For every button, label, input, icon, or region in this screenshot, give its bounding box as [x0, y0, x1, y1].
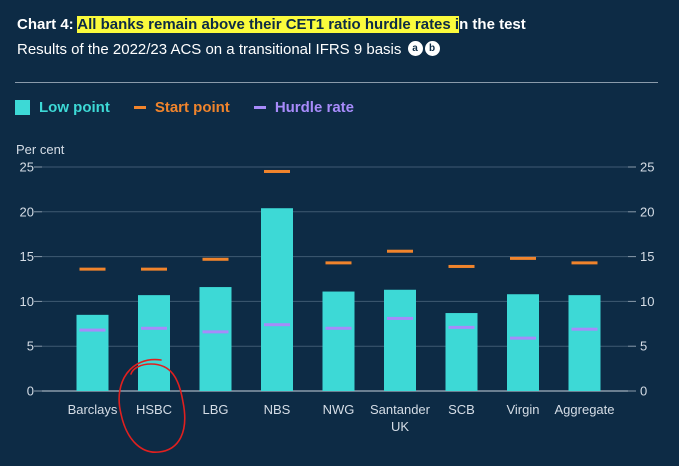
- marker-hurdle-rate: [448, 325, 475, 329]
- marker-hurdle-rate: [571, 327, 598, 331]
- y-tick-label-right: 5: [640, 339, 647, 354]
- y-tick-label-left: 0: [27, 384, 34, 399]
- x-tick-label-line: HSBC: [136, 402, 172, 417]
- bar-low-point: [76, 314, 109, 391]
- x-tick-label-line: UK: [391, 419, 409, 434]
- x-tick-label: Virgin: [506, 402, 539, 417]
- marker-start-point: [79, 267, 106, 271]
- y-tick-label-right: 15: [640, 249, 654, 264]
- title-divider: [15, 82, 658, 83]
- y-tick-label-right: 20: [640, 204, 654, 219]
- y-tick-label-right: 25: [640, 160, 654, 175]
- legend-label-hurdle-rate: Hurdle rate: [274, 98, 355, 116]
- x-tick-label: SCB: [448, 402, 475, 417]
- marker-hurdle-rate: [387, 316, 413, 320]
- chart-title: Chart 4: All banks remain above their CE…: [17, 16, 526, 33]
- legend-swatch-hurdle-rate: [253, 105, 266, 109]
- legend-label-low-point: Low point: [39, 98, 110, 116]
- legend-item-start-point: Start point: [133, 98, 230, 116]
- chart-title-suffix: n the test: [459, 16, 526, 33]
- y-tick-label-left: 15: [20, 249, 34, 264]
- y-axis-label: Per cent: [16, 142, 65, 157]
- y-tick-label-left: 25: [20, 160, 34, 175]
- x-tick-label: Aggregate: [555, 402, 615, 417]
- x-tick-label-line: NBS: [264, 402, 291, 417]
- y-tick-label-right: 0: [640, 384, 647, 399]
- marker-hurdle-rate: [202, 330, 229, 334]
- marker-start-point: [264, 169, 290, 173]
- marker-layer: [79, 169, 598, 340]
- x-tick-label-line: Virgin: [506, 402, 539, 417]
- bar-layer: [76, 208, 601, 391]
- x-tick-label-line: Santander: [370, 402, 431, 417]
- label-layer: 0 0 5 5 10 10 15 15 20 20 25 25 Barclays HSBC LBG NBS NW…: [20, 160, 655, 435]
- x-tick-label-line: Aggregate: [555, 402, 615, 417]
- bar-low-point: [568, 295, 601, 391]
- marker-start-point: [387, 249, 413, 253]
- x-tick-label: NWG: [323, 402, 355, 417]
- bar-low-point: [507, 294, 539, 391]
- marker-start-point: [325, 261, 352, 265]
- x-tick-label: Santander UK: [370, 402, 431, 434]
- chart-title-highlight: All banks remain above their CET1 ratio …: [77, 16, 460, 33]
- x-tick-label: NBS: [264, 402, 291, 417]
- chart-legend: Low point Start point Hurdle rate: [15, 96, 378, 118]
- marker-start-point: [510, 256, 536, 260]
- marker-start-point: [141, 267, 167, 271]
- x-tick-label-line: LBG: [202, 402, 228, 417]
- legend-label-start-point: Start point: [154, 98, 230, 116]
- bar-low-point: [384, 289, 416, 391]
- bar-low-point: [199, 287, 232, 391]
- x-tick-label-line: Barclays: [68, 402, 118, 417]
- legend-item-low-point: Low point: [15, 99, 110, 116]
- x-tick-label: HSBC: [136, 402, 172, 417]
- marker-start-point: [448, 264, 475, 268]
- bar-low-point: [322, 291, 355, 391]
- marker-start-point: [202, 257, 229, 261]
- bar-low-point: [445, 313, 478, 391]
- chart-subtitle-text: Results of the 2022/23 ACS on a transiti…: [17, 41, 402, 58]
- x-tick-label-line: NWG: [323, 402, 355, 417]
- x-tick-label: Barclays: [68, 402, 118, 417]
- marker-hurdle-rate: [141, 326, 167, 330]
- marker-hurdle-rate: [79, 328, 106, 332]
- legend-swatch-start-point: [133, 105, 146, 109]
- chart-subtitle: Results of the 2022/23 ACS on a transiti…: [17, 41, 440, 58]
- marker-hurdle-rate: [510, 336, 536, 340]
- footnote-b-badge[interactable]: b: [424, 41, 440, 56]
- y-tick-label-left: 5: [27, 339, 34, 354]
- x-tick-label: LBG: [202, 402, 228, 417]
- x-tick-label-line: SCB: [448, 402, 475, 417]
- marker-hurdle-rate: [325, 326, 352, 330]
- bar-low-point: [138, 295, 170, 391]
- y-tick-label-left: 10: [20, 294, 34, 309]
- marker-start-point: [571, 261, 598, 265]
- legend-swatch-low-point: [15, 99, 30, 115]
- marker-hurdle-rate: [264, 323, 290, 327]
- hsbc-annotation-circle: [118, 358, 186, 453]
- legend-item-hurdle-rate: Hurdle rate: [253, 98, 355, 116]
- bar-low-point: [261, 208, 293, 391]
- y-tick-label-left: 20: [20, 204, 34, 219]
- footnote-a-badge[interactable]: a: [407, 41, 423, 56]
- chart-title-prefix: Chart 4:: [17, 16, 78, 33]
- y-tick-label-right: 10: [640, 294, 654, 309]
